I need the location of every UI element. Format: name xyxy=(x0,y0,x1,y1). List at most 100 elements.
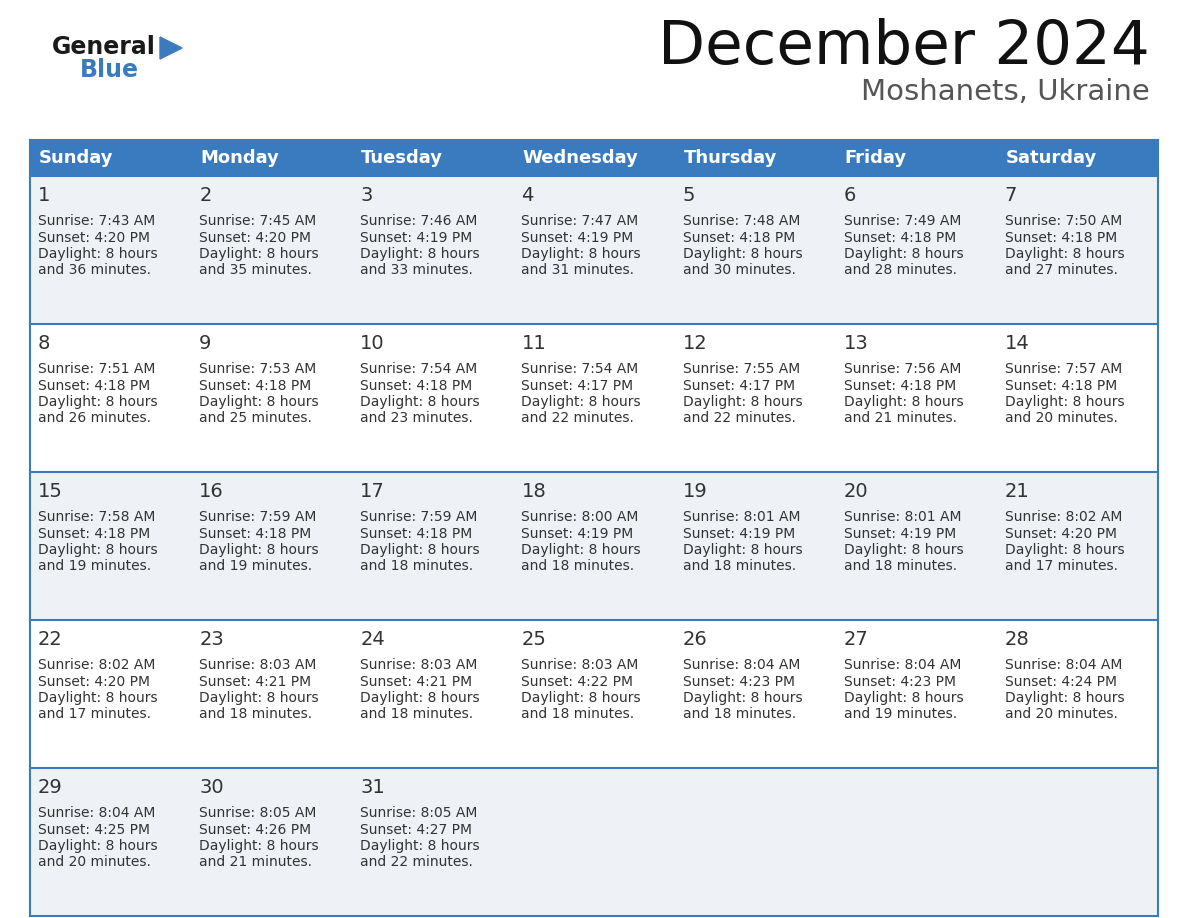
Text: Daylight: 8 hours: Daylight: 8 hours xyxy=(1005,395,1125,409)
Text: Sunset: 4:21 PM: Sunset: 4:21 PM xyxy=(360,675,473,688)
Text: Sunrise: 7:54 AM: Sunrise: 7:54 AM xyxy=(360,362,478,376)
Text: 23: 23 xyxy=(200,630,223,649)
Text: Daylight: 8 hours: Daylight: 8 hours xyxy=(522,543,642,557)
Text: Sunset: 4:19 PM: Sunset: 4:19 PM xyxy=(683,527,795,541)
Text: and 18 minutes.: and 18 minutes. xyxy=(360,708,473,722)
Text: and 18 minutes.: and 18 minutes. xyxy=(683,708,796,722)
Text: and 18 minutes.: and 18 minutes. xyxy=(200,708,312,722)
Text: Daylight: 8 hours: Daylight: 8 hours xyxy=(843,543,963,557)
Text: Sunset: 4:17 PM: Sunset: 4:17 PM xyxy=(522,378,633,393)
Text: Sunset: 4:18 PM: Sunset: 4:18 PM xyxy=(38,527,150,541)
Text: Sunrise: 7:59 AM: Sunrise: 7:59 AM xyxy=(360,510,478,524)
Text: 6: 6 xyxy=(843,186,857,205)
Text: Saturday: Saturday xyxy=(1006,149,1097,167)
Text: and 19 minutes.: and 19 minutes. xyxy=(200,559,312,574)
Text: Sunset: 4:18 PM: Sunset: 4:18 PM xyxy=(1005,230,1117,244)
Text: Monday: Monday xyxy=(200,149,279,167)
Text: Sunrise: 7:46 AM: Sunrise: 7:46 AM xyxy=(360,214,478,228)
Text: and 20 minutes.: and 20 minutes. xyxy=(1005,411,1118,426)
Text: Sunset: 4:26 PM: Sunset: 4:26 PM xyxy=(200,823,311,836)
Text: Friday: Friday xyxy=(845,149,906,167)
Bar xyxy=(513,140,675,176)
Text: Sunrise: 7:48 AM: Sunrise: 7:48 AM xyxy=(683,214,800,228)
Text: Sunrise: 7:56 AM: Sunrise: 7:56 AM xyxy=(843,362,961,376)
Text: 21: 21 xyxy=(1005,482,1030,501)
Text: Daylight: 8 hours: Daylight: 8 hours xyxy=(683,247,802,261)
Text: Sunrise: 8:04 AM: Sunrise: 8:04 AM xyxy=(1005,658,1123,672)
Text: Sunrise: 7:59 AM: Sunrise: 7:59 AM xyxy=(200,510,316,524)
Text: Sunset: 4:18 PM: Sunset: 4:18 PM xyxy=(360,378,473,393)
Text: 14: 14 xyxy=(1005,334,1030,353)
Text: Sunset: 4:17 PM: Sunset: 4:17 PM xyxy=(683,378,795,393)
Text: Sunrise: 7:54 AM: Sunrise: 7:54 AM xyxy=(522,362,639,376)
Text: 12: 12 xyxy=(683,334,707,353)
Text: Thursday: Thursday xyxy=(683,149,777,167)
Text: Sunrise: 8:04 AM: Sunrise: 8:04 AM xyxy=(683,658,800,672)
Text: Sunset: 4:18 PM: Sunset: 4:18 PM xyxy=(200,378,311,393)
Text: and 20 minutes.: and 20 minutes. xyxy=(1005,708,1118,722)
Text: Sunrise: 7:47 AM: Sunrise: 7:47 AM xyxy=(522,214,639,228)
Text: 30: 30 xyxy=(200,778,223,797)
Text: Sunrise: 8:00 AM: Sunrise: 8:00 AM xyxy=(522,510,639,524)
Text: Daylight: 8 hours: Daylight: 8 hours xyxy=(683,543,802,557)
Text: Daylight: 8 hours: Daylight: 8 hours xyxy=(200,543,318,557)
Text: 8: 8 xyxy=(38,334,50,353)
Text: Sunrise: 8:01 AM: Sunrise: 8:01 AM xyxy=(683,510,800,524)
Bar xyxy=(30,140,191,176)
Text: Daylight: 8 hours: Daylight: 8 hours xyxy=(38,543,158,557)
Polygon shape xyxy=(160,37,182,59)
Text: and 28 minutes.: and 28 minutes. xyxy=(843,263,956,277)
Text: Sunrise: 7:43 AM: Sunrise: 7:43 AM xyxy=(38,214,156,228)
Text: 4: 4 xyxy=(522,186,533,205)
Text: Sunrise: 8:02 AM: Sunrise: 8:02 AM xyxy=(38,658,156,672)
Text: Daylight: 8 hours: Daylight: 8 hours xyxy=(1005,247,1125,261)
Text: Daylight: 8 hours: Daylight: 8 hours xyxy=(522,395,642,409)
Text: Sunrise: 8:05 AM: Sunrise: 8:05 AM xyxy=(200,806,316,820)
Bar xyxy=(191,140,353,176)
Text: Sunrise: 7:55 AM: Sunrise: 7:55 AM xyxy=(683,362,800,376)
Text: Sunset: 4:20 PM: Sunset: 4:20 PM xyxy=(38,230,150,244)
Text: Sunset: 4:27 PM: Sunset: 4:27 PM xyxy=(360,823,473,836)
Text: Daylight: 8 hours: Daylight: 8 hours xyxy=(1005,691,1125,705)
Text: Sunset: 4:18 PM: Sunset: 4:18 PM xyxy=(843,378,956,393)
Text: Sunset: 4:18 PM: Sunset: 4:18 PM xyxy=(200,527,311,541)
Text: Sunset: 4:20 PM: Sunset: 4:20 PM xyxy=(200,230,311,244)
Text: Sunrise: 7:57 AM: Sunrise: 7:57 AM xyxy=(1005,362,1123,376)
Text: Daylight: 8 hours: Daylight: 8 hours xyxy=(38,691,158,705)
Text: Sunset: 4:18 PM: Sunset: 4:18 PM xyxy=(1005,378,1117,393)
Text: and 18 minutes.: and 18 minutes. xyxy=(522,708,634,722)
Text: and 33 minutes.: and 33 minutes. xyxy=(360,263,473,277)
Text: Sunset: 4:18 PM: Sunset: 4:18 PM xyxy=(38,378,150,393)
Text: 18: 18 xyxy=(522,482,546,501)
Text: and 17 minutes.: and 17 minutes. xyxy=(38,708,151,722)
Text: Sunrise: 8:03 AM: Sunrise: 8:03 AM xyxy=(200,658,316,672)
Text: 27: 27 xyxy=(843,630,868,649)
Text: Sunset: 4:24 PM: Sunset: 4:24 PM xyxy=(1005,675,1117,688)
Text: Daylight: 8 hours: Daylight: 8 hours xyxy=(360,691,480,705)
Bar xyxy=(675,140,835,176)
Text: 7: 7 xyxy=(1005,186,1017,205)
Text: and 22 minutes.: and 22 minutes. xyxy=(360,856,473,869)
Text: 1: 1 xyxy=(38,186,50,205)
Text: 19: 19 xyxy=(683,482,707,501)
Bar xyxy=(30,620,1158,768)
Text: and 22 minutes.: and 22 minutes. xyxy=(522,411,634,426)
Text: 26: 26 xyxy=(683,630,707,649)
Text: Daylight: 8 hours: Daylight: 8 hours xyxy=(522,691,642,705)
Text: 31: 31 xyxy=(360,778,385,797)
Text: Sunrise: 8:02 AM: Sunrise: 8:02 AM xyxy=(1005,510,1123,524)
Text: Daylight: 8 hours: Daylight: 8 hours xyxy=(200,247,318,261)
Text: and 18 minutes.: and 18 minutes. xyxy=(843,559,956,574)
Text: and 23 minutes.: and 23 minutes. xyxy=(360,411,473,426)
Text: 13: 13 xyxy=(843,334,868,353)
Text: Daylight: 8 hours: Daylight: 8 hours xyxy=(843,247,963,261)
Text: Sunset: 4:18 PM: Sunset: 4:18 PM xyxy=(360,527,473,541)
Text: and 22 minutes.: and 22 minutes. xyxy=(683,411,796,426)
Text: Sunrise: 8:04 AM: Sunrise: 8:04 AM xyxy=(38,806,156,820)
Text: General: General xyxy=(52,35,156,59)
Text: Sunrise: 7:45 AM: Sunrise: 7:45 AM xyxy=(200,214,316,228)
Text: 20: 20 xyxy=(843,482,868,501)
Text: Daylight: 8 hours: Daylight: 8 hours xyxy=(360,247,480,261)
Text: 5: 5 xyxy=(683,186,695,205)
Text: 22: 22 xyxy=(38,630,63,649)
